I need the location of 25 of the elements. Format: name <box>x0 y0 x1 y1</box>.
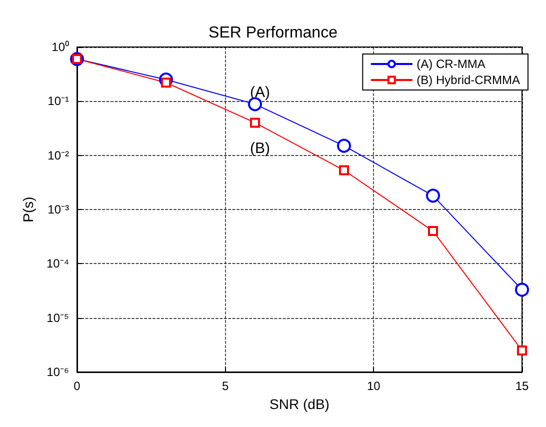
y-tick-label: 10⁰ <box>52 40 69 54</box>
x-axis-title: SNR (dB) <box>270 396 330 412</box>
x-tick-label: 15 <box>515 379 529 393</box>
y-tick-label: 10⁻³ <box>48 202 70 216</box>
y-tick-label: 10⁻⁵ <box>46 310 70 325</box>
y-tick-label: 10⁻² <box>48 148 70 162</box>
legend-label: (A) CR-MMA <box>416 57 486 71</box>
y-tick-label: 10⁻⁶ <box>46 365 70 379</box>
annotation: (B) <box>250 140 270 157</box>
chart-title: SER Performance <box>208 24 338 42</box>
point <box>515 282 529 297</box>
y-axis-title: P(s) <box>20 196 36 222</box>
point <box>337 138 351 153</box>
x-tick-label: 10 <box>366 379 381 393</box>
x-tick-label: 5 <box>222 379 229 393</box>
x-tick-label: 0 <box>74 379 81 393</box>
y-tick-label: 10⁻¹ <box>48 94 70 108</box>
point <box>517 345 527 356</box>
point <box>250 118 260 128</box>
y-tick-label: 10⁻⁴ <box>46 256 69 271</box>
annotation: (A) <box>250 84 270 101</box>
legend-label: (B) Hybrid-CRMMA <box>416 73 520 87</box>
point <box>339 165 349 176</box>
point <box>426 188 440 203</box>
point <box>428 226 438 236</box>
